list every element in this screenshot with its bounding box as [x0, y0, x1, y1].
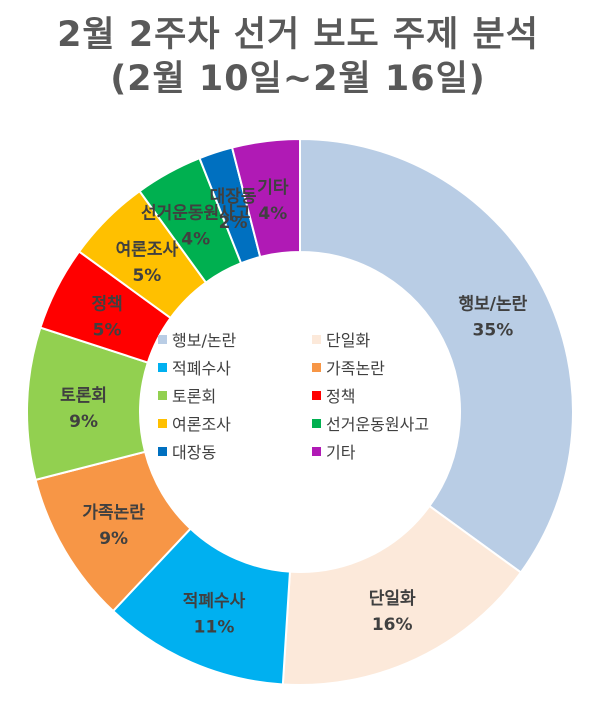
legend-swatch-6 [158, 419, 167, 428]
slice-label-value-3: 9% [99, 529, 128, 549]
legend-entry-2: 적폐수사 [172, 359, 231, 378]
slice-label-name-6: 여론조사 [116, 240, 179, 260]
slice-label-name-8: 대장동 [210, 187, 257, 207]
legend-entry-8: 대장동 [172, 443, 216, 462]
slice-label-value-0: 35% [473, 321, 514, 341]
slice-label-value-5: 5% [93, 321, 122, 341]
legend-entry-5: 정책 [326, 387, 355, 406]
legend-swatch-0 [158, 335, 167, 344]
slice-label-name-3: 가족논란 [82, 503, 145, 523]
legend-swatch-2 [158, 363, 167, 372]
slice-label-name-0: 행보/논란 [459, 295, 528, 315]
legend-entry-0: 행보/논란 [172, 331, 237, 350]
legend-swatch-9 [312, 447, 321, 456]
slice-0 [299, 137, 574, 574]
legend-entry-6: 여론조사 [172, 415, 231, 434]
legend-entry-7: 선거운동원사고 [326, 415, 429, 434]
slice-labels: 행보/논란 35% 단일화 16% 적폐수사 11% 가족논란 9% 토론회 9% 정책 5% 여론조사… [60, 178, 527, 637]
slice-label-name-2: 적폐수사 [183, 592, 246, 612]
legend-swatch-4 [158, 391, 167, 400]
legend-swatch-8 [158, 447, 167, 456]
legend-swatch-3 [312, 363, 321, 372]
legend-swatch-1 [312, 335, 321, 344]
slice-label-name-7: 선거운동원사고 [141, 203, 251, 223]
donut-slices [26, 137, 574, 686]
slice-label-value-1: 16% [372, 615, 413, 635]
slice-label-value-8: 2% [219, 213, 248, 233]
legend-swatch-5 [312, 391, 321, 400]
chart-title: 2월 2주차 선거 보도 주제 분석 [57, 15, 539, 55]
legend-entry-3: 가족논란 [326, 359, 385, 378]
slice-label-value-9: 4% [258, 204, 287, 224]
legend-entry-9: 기타 [326, 443, 356, 462]
slice-label-name-4: 토론회 [60, 386, 107, 406]
legend-entry-4: 토론회 [172, 387, 216, 406]
chart-subtitle: (2월 10일~2월 16일) [110, 59, 486, 99]
slice-label-value-6: 5% [132, 266, 161, 286]
legend-entry-1: 단일화 [326, 331, 370, 350]
slice-label-value-7: 4% [181, 229, 210, 249]
slice-label-value-4: 9% [69, 412, 98, 432]
slice-9 [230, 137, 301, 259]
legend-swatch-7 [312, 419, 321, 428]
slice-label-name-5: 정책 [91, 295, 122, 315]
slice-label-name-1: 단일화 [369, 589, 416, 609]
slice-label-value-2: 11% [194, 618, 235, 638]
slice-label-name-9: 기타 [257, 178, 289, 198]
